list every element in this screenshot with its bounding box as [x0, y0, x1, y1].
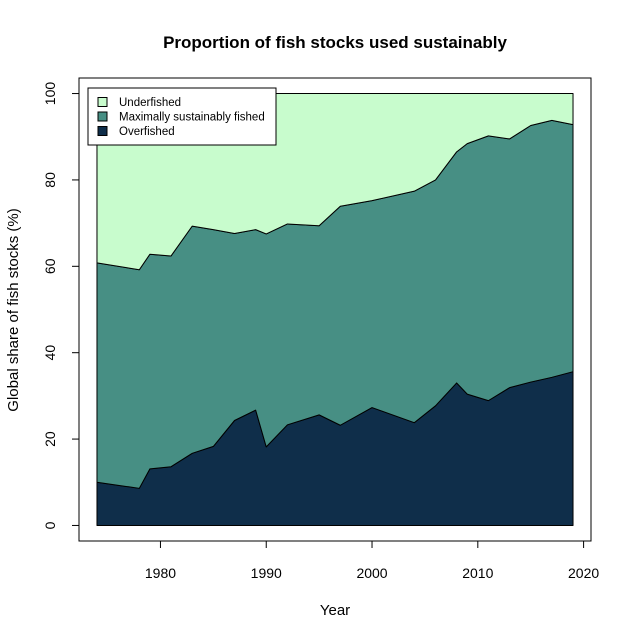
legend-swatch-underfished [97, 97, 108, 107]
x-axis-label: Year [320, 602, 350, 619]
x-tick-label: 2000 [356, 565, 387, 581]
y-tick-label: 0 [42, 521, 58, 529]
legend-box [87, 87, 277, 146]
legend-swatch-overfished [97, 126, 108, 136]
y-tick-label: 20 [42, 431, 58, 447]
y-tick-label: 40 [42, 345, 58, 361]
chart-title: Proportion of fish stocks used sustainab… [163, 33, 507, 52]
legend-label-overfished: Overfished [119, 126, 175, 138]
legend: Underfished Maximally sustainably fished O… [87, 87, 277, 146]
legend-swatch-maximally-sustainably-fished [97, 111, 108, 122]
x-tick-label: 2010 [462, 565, 493, 581]
x-tick-label: 1990 [251, 565, 282, 581]
x-tick-label: 1980 [145, 565, 176, 581]
legend-label-maximally-sustainably-fished: Maximally sustainably fished [119, 112, 265, 124]
x-axis: 1980 1990 2000 2010 2020 [145, 540, 599, 581]
y-tick-label: 60 [42, 258, 58, 274]
x-tick-label: 2020 [568, 565, 599, 581]
y-axis-label: Global share of fish stocks (%) [5, 208, 22, 411]
y-tick-label: 80 [42, 172, 58, 188]
area-layers [96, 93, 574, 526]
legend-label-underfished: Underfished [119, 97, 181, 109]
y-axis: 0 20 40 60 80 100 [42, 82, 80, 529]
y-tick-label: 100 [42, 82, 58, 106]
